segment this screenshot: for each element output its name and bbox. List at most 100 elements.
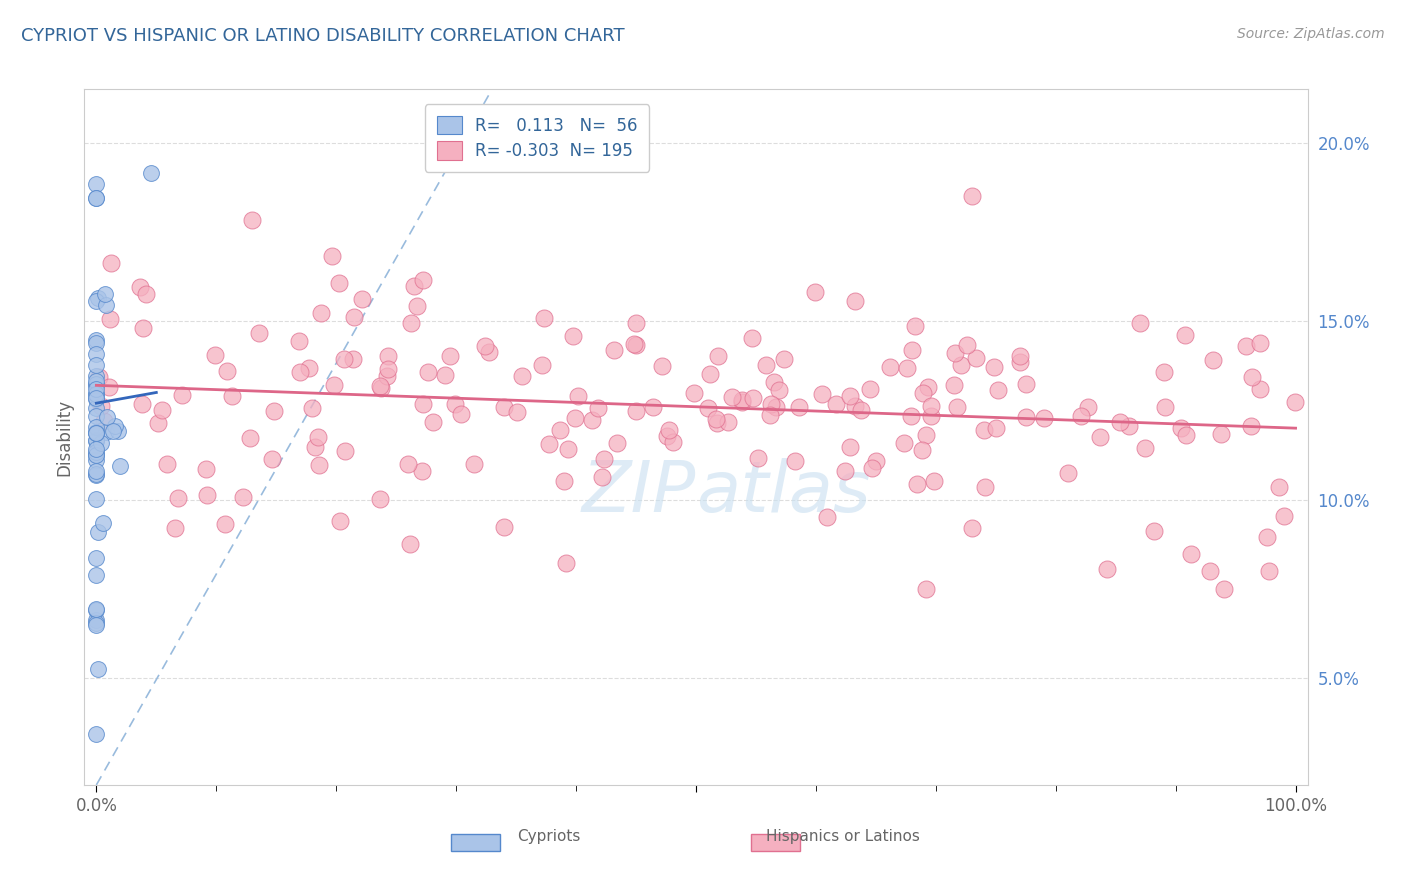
- Point: [911, 385, 934, 400]
- Point: [922, 475, 945, 489]
- Point: [706, 416, 728, 430]
- Point: [494, 400, 516, 414]
- Legend: R=   0.113   N=  56, R= -0.303  N= 195: R= 0.113 N= 56, R= -0.303 N= 195: [425, 104, 650, 172]
- Point: [1258, 564, 1281, 578]
- Point: [943, 378, 966, 392]
- Point: [1249, 336, 1271, 351]
- Point: [93, 414, 115, 428]
- Point: [86, 378, 108, 392]
- Point: [412, 397, 434, 411]
- Point: [965, 351, 987, 365]
- Point: [93, 287, 115, 301]
- Point: [765, 401, 787, 415]
- Point: [1118, 419, 1140, 434]
- Point: [581, 413, 603, 427]
- Point: [86, 425, 108, 439]
- Point: [844, 399, 866, 413]
- Point: [696, 401, 718, 415]
- Point: [91, 516, 114, 531]
- Point: [1015, 377, 1038, 392]
- Point: [86, 291, 108, 305]
- Point: [401, 316, 423, 330]
- Point: [370, 381, 392, 395]
- Point: [368, 491, 391, 506]
- Point: [983, 360, 1005, 375]
- Point: [204, 348, 226, 362]
- Point: [859, 382, 882, 396]
- Point: [194, 462, 217, 476]
- Point: [301, 401, 323, 415]
- Point: [247, 326, 270, 340]
- Point: [562, 328, 585, 343]
- Point: [87, 369, 110, 384]
- Point: [1274, 509, 1296, 524]
- Point: [86, 567, 108, 582]
- Point: [86, 467, 108, 481]
- Point: [221, 389, 243, 403]
- Point: [86, 727, 108, 741]
- Point: [232, 490, 254, 504]
- Point: [90, 399, 112, 413]
- Point: [86, 401, 108, 415]
- Point: [956, 337, 979, 351]
- Point: [844, 293, 866, 308]
- Point: [950, 359, 973, 373]
- Point: [240, 212, 263, 227]
- Point: [860, 460, 883, 475]
- Point: [879, 360, 901, 375]
- Point: [1108, 415, 1130, 429]
- Point: [1174, 328, 1197, 343]
- Point: [444, 397, 467, 411]
- Point: [86, 661, 108, 675]
- Point: [86, 448, 108, 462]
- Point: [624, 317, 647, 331]
- Point: [100, 256, 122, 270]
- Point: [375, 368, 398, 383]
- Point: [920, 399, 942, 413]
- Text: CYPRIOT VS HISPANIC OR LATINO DISABILITY CORRELATION CHART: CYPRIOT VS HISPANIC OR LATINO DISABILITY…: [21, 27, 624, 45]
- Point: [297, 361, 319, 376]
- Point: [943, 346, 966, 360]
- Point: [86, 616, 108, 631]
- Point: [1008, 349, 1031, 363]
- Point: [987, 383, 1010, 397]
- Point: [533, 311, 555, 326]
- Point: [86, 294, 108, 309]
- Point: [789, 401, 811, 415]
- Point: [152, 402, 174, 417]
- FancyBboxPatch shape: [751, 834, 800, 851]
- Point: [399, 537, 422, 551]
- Point: [731, 395, 754, 409]
- Point: [810, 387, 832, 401]
- Point: [463, 457, 485, 471]
- Point: [165, 521, 187, 535]
- Point: [416, 365, 439, 379]
- Text: Source: ZipAtlas.com: Source: ZipAtlas.com: [1237, 27, 1385, 41]
- Point: [761, 397, 783, 411]
- Point: [263, 404, 285, 418]
- Point: [721, 390, 744, 404]
- Point: [86, 444, 108, 458]
- Point: [1175, 428, 1198, 442]
- Point: [96, 425, 118, 439]
- Point: [658, 423, 681, 437]
- Point: [651, 359, 673, 374]
- Point: [849, 403, 872, 417]
- Point: [1154, 400, 1177, 414]
- Point: [197, 488, 219, 502]
- Point: [288, 334, 311, 349]
- Point: [411, 464, 433, 478]
- Point: [960, 521, 983, 535]
- Point: [104, 418, 127, 433]
- Point: [96, 298, 118, 312]
- Point: [567, 389, 589, 403]
- Point: [239, 431, 262, 445]
- Point: [1209, 427, 1232, 442]
- Point: [402, 278, 425, 293]
- Point: [1010, 355, 1032, 369]
- Point: [591, 470, 613, 484]
- Point: [1267, 480, 1289, 494]
- Point: [1240, 370, 1263, 384]
- Y-axis label: Disability: Disability: [55, 399, 73, 475]
- Point: [626, 404, 648, 418]
